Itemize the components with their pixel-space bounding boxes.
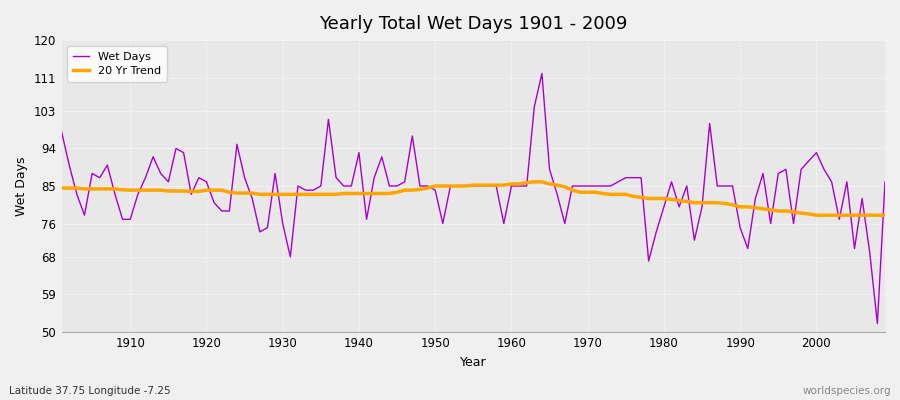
Wet Days (330, 175, 341, 180)
20 Yr Trend (285, 192, 296, 197)
Wet Days (499, 221, 509, 226)
Wet Days (117, 217, 128, 222)
Wet Days (285, 254, 296, 259)
Legend: Wet Days, 20 Yr Trend: Wet Days, 20 Yr Trend (68, 46, 167, 82)
Text: Latitude 37.75 Longitude -7.25: Latitude 37.75 Longitude -7.25 (9, 386, 171, 396)
20 Yr Trend (117, 187, 128, 192)
Title: Yearly Total Wet Days 1901 - 2009: Yearly Total Wet Days 1901 - 2009 (320, 15, 627, 33)
20 Yr Trend (811, 213, 822, 218)
Wet Days (605, 184, 616, 188)
Line: Wet Days: Wet Days (61, 74, 885, 324)
20 Yr Trend (330, 192, 341, 197)
20 Yr Trend (499, 183, 509, 188)
Wet Days (56, 130, 67, 134)
Wet Days (536, 71, 547, 76)
Text: worldspecies.org: worldspecies.org (803, 386, 891, 396)
20 Yr Trend (506, 182, 517, 186)
Wet Days (879, 180, 890, 184)
20 Yr Trend (56, 186, 67, 190)
Line: 20 Yr Trend: 20 Yr Trend (61, 182, 885, 215)
Wet Days (506, 184, 517, 188)
Wet Days (872, 321, 883, 326)
Y-axis label: Wet Days: Wet Days (15, 156, 28, 216)
20 Yr Trend (529, 180, 540, 184)
20 Yr Trend (879, 213, 890, 218)
20 Yr Trend (605, 192, 616, 197)
X-axis label: Year: Year (460, 356, 487, 369)
